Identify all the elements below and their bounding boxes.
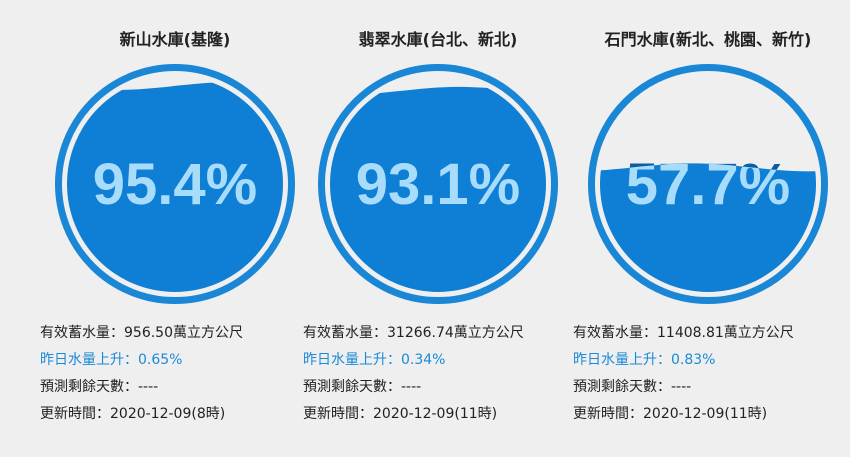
reservoir-card: 石門水庫(新北、桃園、新竹) 57.7%57.7% 有效蓄水量：11408.81…: [573, 0, 843, 457]
remaining-days: 預測剩餘天數：----: [303, 379, 422, 395]
effective-storage: 有效蓄水量：956.50萬立方公尺: [40, 325, 243, 341]
water-level-gauge: 57.7%57.7%: [588, 64, 828, 304]
reservoir-info: 有效蓄水量：11408.81萬立方公尺 昨日水量上升：0.83% 預測剩餘天數：…: [573, 320, 843, 428]
reservoir-title: 石門水庫(新北、桃園、新竹): [604, 30, 812, 49]
water-level-gauge: 95.4%95.4%: [55, 64, 295, 304]
gauge-ring: [318, 64, 558, 304]
daily-change: 昨日水量上升：0.83%: [573, 352, 716, 368]
percent-label-on-water: 95.4%: [93, 152, 257, 217]
reservoir-card: 翡翠水庫(台北、新北) 93.1%93.1% 有效蓄水量：31266.74萬立方…: [303, 0, 573, 457]
reservoir-info: 有效蓄水量：31266.74萬立方公尺 昨日水量上升：0.34% 預測剩餘天數：…: [303, 320, 573, 428]
daily-change: 昨日水量上升：0.34%: [303, 352, 446, 368]
water-fill: [67, 81, 283, 292]
gauge-ring: [588, 64, 828, 304]
update-time: 更新時間：2020-12-09(11時): [303, 406, 498, 422]
remaining-days: 預測剩餘天數：----: [573, 379, 692, 395]
gauge-ring: [55, 64, 295, 304]
water-fill: [600, 163, 816, 292]
remaining-days: 預測剩餘天數：----: [40, 379, 159, 395]
update-time: 更新時間：2020-12-09(11時): [573, 406, 768, 422]
water-fill: [330, 86, 546, 292]
percent-label-on-water: 93.1%: [356, 152, 520, 217]
effective-storage: 有效蓄水量：31266.74萬立方公尺: [303, 325, 524, 341]
update-time: 更新時間：2020-12-09(8時): [40, 406, 226, 422]
daily-change: 昨日水量上升：0.65%: [40, 352, 183, 368]
reservoir-info: 有效蓄水量：956.50萬立方公尺 昨日水量上升：0.65% 預測剩餘天數：--…: [40, 320, 310, 428]
reservoir-title: 新山水庫(基隆): [119, 30, 231, 49]
percent-label-on-water: 57.7%: [626, 152, 790, 217]
water-level-gauge: 93.1%93.1%: [318, 64, 558, 304]
reservoir-card: 新山水庫(基隆) 95.4%95.4% 有效蓄水量：956.50萬立方公尺 昨日…: [40, 0, 310, 457]
effective-storage: 有效蓄水量：11408.81萬立方公尺: [573, 325, 794, 341]
reservoir-title: 翡翠水庫(台北、新北): [358, 30, 518, 49]
